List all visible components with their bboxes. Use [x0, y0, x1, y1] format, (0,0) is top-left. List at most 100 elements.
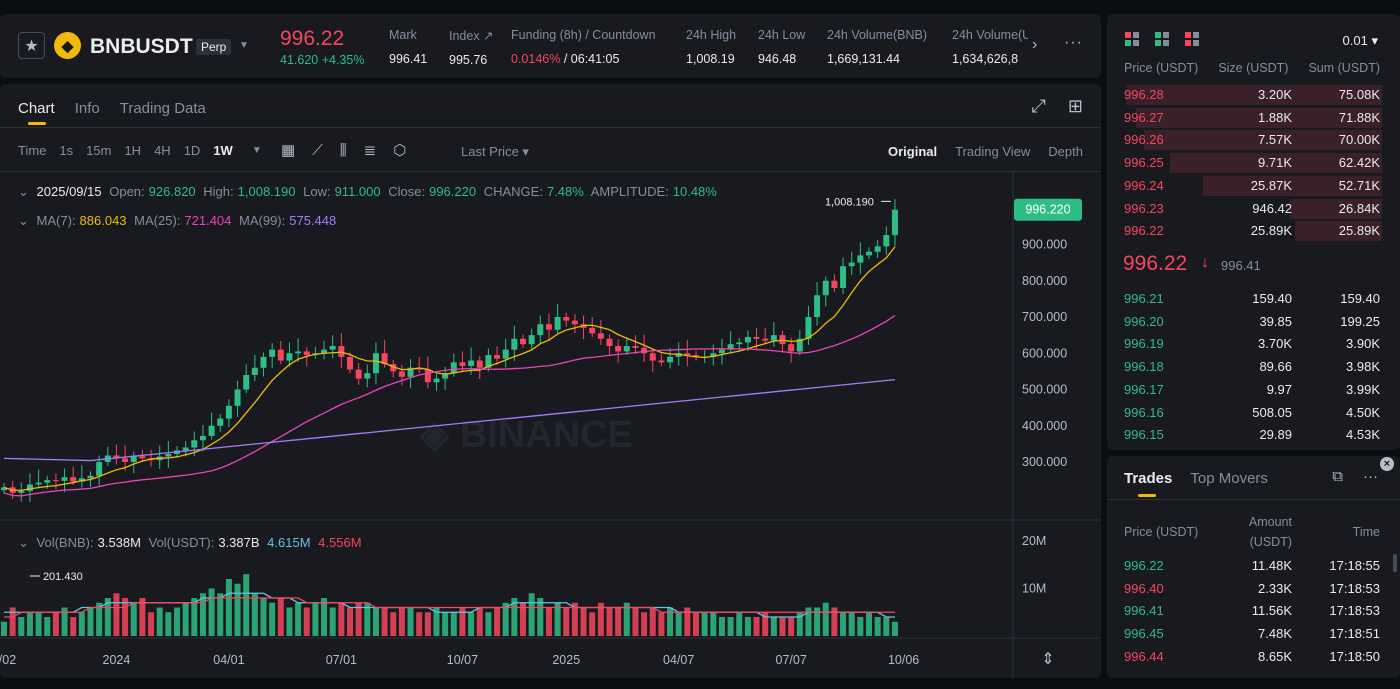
ma99-line [3, 378, 896, 462]
interval-1d[interactable]: 1D [183, 143, 201, 158]
bid-row[interactable]: 996.15 29.89 4.53K [1124, 427, 1380, 443]
indicator-chart-icon[interactable]: ⟋ [312, 141, 323, 159]
bid-row[interactable]: 996.19 3.70K 3.90K [1124, 336, 1380, 352]
view-original[interactable]: Original [888, 144, 938, 159]
book-both-icon[interactable] [1125, 32, 1139, 46]
symbol-dropdown-caret-icon[interactable]: ▼ [239, 40, 249, 51]
trade-row: 996.40 2.33K 17:18:53 [1124, 580, 1380, 596]
candle [615, 346, 622, 352]
interval-time[interactable]: Time [18, 143, 47, 158]
volume-bar [623, 602, 630, 636]
interval-15m[interactable]: 15m [86, 143, 112, 158]
candle [883, 235, 890, 247]
volume-bar [450, 612, 457, 636]
volume-bar [381, 607, 388, 636]
candlestick-chart[interactable]: ◈ BINANCE 900.000 800.000 700.000 600.000 500… [0, 172, 1101, 678]
bid-row[interactable]: 996.21 159.40 159.40 [1124, 291, 1380, 306]
volume-bar [225, 579, 232, 636]
ask-row[interactable]: 996.22 25.89K 25.89K [1107, 220, 1400, 242]
candle [710, 353, 717, 357]
scroll-right-chevron-icon[interactable]: › [1032, 36, 1038, 53]
trades-scrollbar[interactable] [1393, 554, 1397, 572]
volume-bar [96, 602, 103, 636]
bid-row[interactable]: 996.18 89.66 3.98K [1124, 359, 1380, 375]
tab-chart[interactable]: Chart [18, 100, 55, 125]
volume-bar [632, 607, 639, 636]
chart-settings-icon[interactable]: ≣ [363, 142, 377, 159]
volume-bar [9, 607, 16, 636]
interval-dropdown-caret-icon[interactable]: ▼ [251, 145, 262, 156]
candle-type-icon[interactable]: ⫼ [339, 141, 347, 159]
volume-bar [364, 602, 371, 636]
candle [623, 346, 630, 352]
candle [35, 482, 42, 485]
price-type-select[interactable]: Last Price ▾ [461, 144, 529, 159]
ohlc-legend: ⌄ 2025/09/15 Open: 926.820 High: 1,008.190… [18, 184, 717, 199]
price-axis-label: 500.000 [1022, 383, 1067, 397]
binance-watermark-icon: ◈ BINANCE [419, 414, 633, 456]
candle [753, 336, 760, 339]
calendar-icon[interactable]: ▦ [281, 142, 296, 159]
volume-bar [580, 607, 587, 636]
trades-head-amount: Amount (USDT) [1248, 515, 1292, 549]
candle [831, 280, 838, 288]
favorite-star-icon[interactable]: ★ [18, 32, 45, 59]
volume-bar [217, 593, 224, 636]
volume-bar [303, 607, 310, 636]
ask-row[interactable]: 996.24 25.87K 52.71K [1107, 175, 1400, 197]
interval-4h[interactable]: 4H [154, 143, 171, 158]
tab-trading-data[interactable]: Trading Data [119, 100, 206, 117]
close-trades-icon[interactable]: × [1380, 457, 1394, 471]
layout-grid-icon[interactable]: ⊞ [1067, 96, 1083, 116]
ask-row[interactable]: 996.23 946.42 26.84K [1107, 198, 1400, 220]
popout-icon[interactable]: ⧉ [1332, 468, 1343, 485]
volume-bar [338, 602, 345, 636]
volume-bar [494, 607, 501, 636]
ask-row[interactable]: 996.28 3.20K 75.08K [1107, 84, 1400, 106]
book-asks-icon[interactable] [1185, 32, 1199, 46]
volume-legend: ⌄ Vol(BNB): 3.538M Vol(USDT): 3.387B 4.615… [18, 535, 362, 550]
min-price-label: 201.430 [43, 571, 83, 583]
ask-row[interactable]: 996.27 1.88K 71.88K [1107, 107, 1400, 129]
view-depth[interactable]: Depth [1048, 144, 1083, 159]
volume-bar [822, 602, 829, 636]
trades-more-icon[interactable]: ··· [1363, 468, 1378, 485]
volume-bar [113, 593, 120, 636]
precision-select[interactable]: 0.01 ▾ [1342, 33, 1378, 48]
bid-row[interactable]: 996.17 9.97 3.99K [1124, 381, 1380, 397]
bid-row[interactable]: 996.16 508.05 4.50K [1124, 404, 1380, 420]
candle [96, 462, 103, 476]
tab-top-movers[interactable]: Top Movers [1190, 470, 1268, 487]
axis-scale-icon[interactable]: ⇕ [1041, 649, 1054, 668]
volume-bar [295, 602, 302, 636]
volume-bar [165, 612, 172, 636]
candle [398, 371, 405, 377]
symbol-name[interactable]: BNBUSDT [90, 35, 193, 58]
volume-bar [857, 617, 864, 636]
volume-bar [710, 612, 717, 636]
tab-info[interactable]: Info [74, 100, 100, 117]
more-options-icon[interactable]: ··· [1064, 34, 1083, 51]
interval-1s[interactable]: 1s [59, 143, 74, 158]
volume-bar [866, 612, 872, 636]
view-trading-view[interactable]: Trading View [955, 144, 1031, 159]
ask-row[interactable]: 996.26 7.57K 70.00K [1107, 129, 1400, 151]
bid-row[interactable]: 996.20 39.85 199.25 [1124, 313, 1380, 329]
interval-1h[interactable]: 1H [124, 143, 142, 158]
candle [468, 360, 475, 366]
current-price-tag [1014, 198, 1082, 221]
hexagon-settings-icon[interactable]: ⬡ [393, 142, 407, 159]
fullscreen-icon[interactable]: ⤢ [1031, 96, 1046, 116]
interval-1w[interactable]: 1W [213, 143, 233, 158]
trade-row: 996.22 11.48K 17:18:55 [1124, 558, 1380, 573]
tab-trades[interactable]: Trades [1124, 470, 1172, 497]
volume-bar [848, 612, 855, 636]
volume-bar [537, 598, 544, 636]
volume-bar [511, 598, 518, 636]
last-price: 996.22 [280, 27, 345, 50]
candle [122, 458, 129, 462]
stat-2: Funding (8h) / Countdown 0.0146% / 06:41:… [511, 28, 656, 66]
volume-bar [701, 612, 708, 636]
ask-row[interactable]: 996.25 9.71K 62.42K [1107, 152, 1400, 174]
book-bids-icon[interactable] [1155, 32, 1169, 46]
